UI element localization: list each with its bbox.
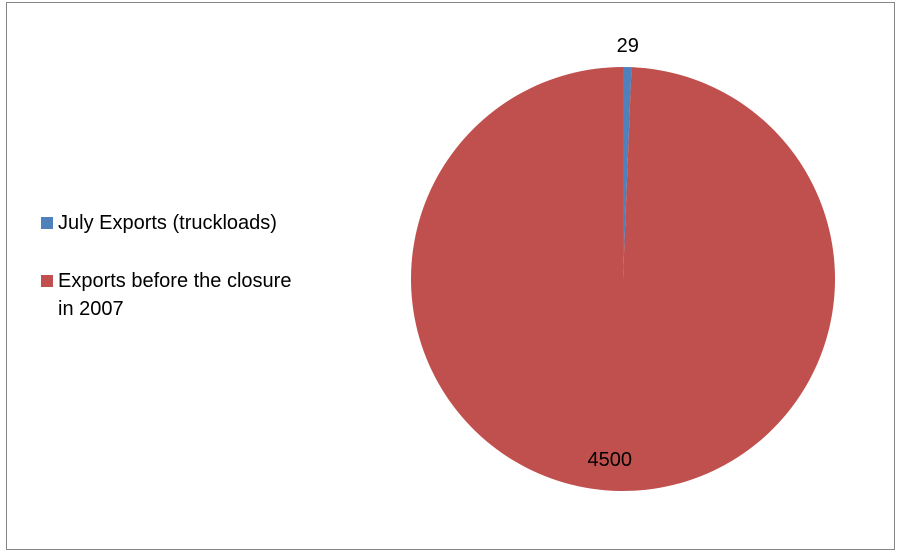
pie-slice-1	[411, 67, 836, 491]
pie-data-label-1: 4500	[588, 449, 633, 471]
pie-chart: 29 4500	[411, 35, 836, 491]
legend: July Exports (truckloads) Exports before…	[41, 209, 341, 353]
pie-slice-0	[623, 67, 632, 279]
pie-data-labels: 29 4500	[588, 35, 639, 471]
chart-frame: July Exports (truckloads) Exports before…	[6, 2, 895, 550]
pie-slices	[411, 67, 836, 491]
legend-swatch-july-exports	[41, 217, 53, 229]
legend-item-exports-before-closure: Exports before the closure in 2007	[41, 267, 341, 323]
legend-swatch-exports-before-closure	[41, 275, 53, 287]
pie-data-label-0: 29	[617, 35, 639, 57]
legend-label-july-exports: July Exports (truckloads)	[58, 212, 277, 234]
legend-label-exports-before-closure: Exports before the closure in 2007	[58, 270, 292, 320]
legend-item-july-exports: July Exports (truckloads)	[41, 209, 341, 237]
